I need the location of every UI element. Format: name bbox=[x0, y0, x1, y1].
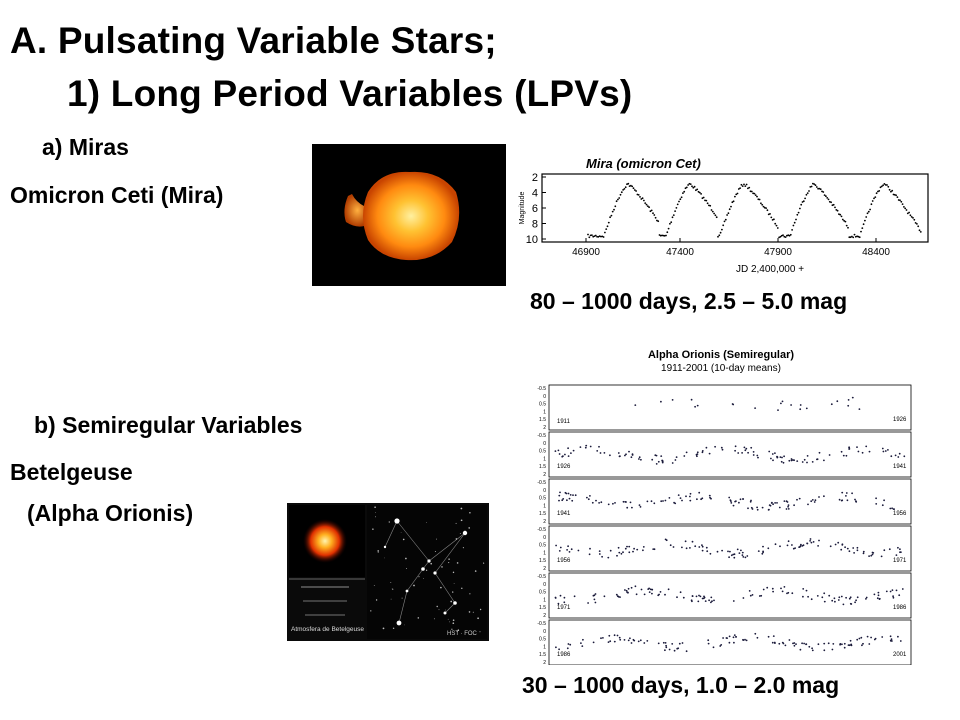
mira-plot-ylabel: Magnitude bbox=[519, 192, 526, 225]
betelgeuse-ytick: 1.5 bbox=[539, 417, 546, 423]
semiregular-caption: 30 – 1000 days, 1.0 – 2.0 mag bbox=[522, 672, 840, 698]
panel-end-year: 1986 bbox=[893, 605, 907, 611]
betelgeuse-ytick: 0.5 bbox=[539, 402, 546, 408]
betelgeuse-ytick: 0.5 bbox=[539, 543, 546, 549]
panel-start-year: 1926 bbox=[557, 464, 571, 470]
betelgeuse-ytick: -0.5 bbox=[537, 527, 546, 533]
betelgeuse-label: Betelgeuse bbox=[10, 459, 133, 485]
panel-end-year: 1956 bbox=[893, 511, 907, 517]
panel-end-year: 1971 bbox=[893, 558, 907, 564]
betelgeuse-image: Atmosfera de Betelgeuse HST · FOC bbox=[287, 503, 489, 641]
mira-star-label: Omicron Ceti (Mira) bbox=[10, 182, 224, 208]
panel-end-year: 1941 bbox=[893, 464, 907, 470]
betelgeuse-ytick: 2 bbox=[543, 566, 546, 572]
slide-title-line2: 1) Long Period Variables (LPVs) bbox=[67, 73, 633, 114]
betelgeuse-light-curve: Alpha Orionis (Semiregular) 1911-2001 (1… bbox=[537, 349, 912, 665]
mira-xtick: 46900 bbox=[572, 247, 600, 258]
betelgeuse-ytick: 2 bbox=[543, 472, 546, 478]
betelgeuse-ytick: 2 bbox=[543, 425, 546, 431]
mira-xtick: 47400 bbox=[666, 247, 694, 258]
betelgeuse-plot-title: Alpha Orionis (Semiregular) bbox=[648, 349, 794, 361]
panel-start-year: 1986 bbox=[557, 652, 571, 658]
mira-ytick: 2 bbox=[532, 172, 538, 184]
betelgeuse-ytick: 2 bbox=[543, 519, 546, 525]
betelgeuse-ytick: 0 bbox=[543, 582, 546, 588]
miras-heading: a) Miras bbox=[42, 134, 129, 160]
betelgeuse-panel: -0.5 0 0.51 1.5 2 1941 1956 bbox=[537, 478, 912, 525]
mira-plot-xlabel: JD 2,400,000 + bbox=[736, 264, 804, 275]
betelgeuse-ytick: 1.5 bbox=[539, 652, 546, 658]
betelgeuse-ytick: -0.5 bbox=[537, 480, 546, 486]
mira-xtick: 48400 bbox=[862, 247, 890, 258]
betelgeuse-ytick: 0 bbox=[543, 441, 546, 447]
semiregular-heading: b) Semiregular Variables bbox=[34, 412, 303, 438]
betelgeuse-ytick: 1 bbox=[543, 597, 546, 603]
mira-xtick: 47900 bbox=[764, 247, 792, 258]
betelgeuse-plot-subtitle: 1911-2001 (10-day means) bbox=[661, 363, 781, 374]
betelgeuse-panel: -0.5 0 0.51 1.5 2 1971 1986 bbox=[537, 572, 912, 619]
betelgeuse-ytick: 1 bbox=[543, 503, 546, 509]
betelgeuse-ytick: 1.5 bbox=[539, 605, 546, 611]
betelgeuse-ytick: 1.5 bbox=[539, 558, 546, 564]
panel-end-year: 1926 bbox=[893, 417, 907, 423]
betelgeuse-ytick: 0 bbox=[543, 629, 546, 635]
mira-ytick: 8 bbox=[532, 219, 538, 231]
betelgeuse-panel: -0.5 0 0.51 1.5 2 1986 2001 bbox=[537, 619, 912, 665]
panel-start-year: 1956 bbox=[557, 558, 571, 564]
mira-star-image bbox=[312, 144, 506, 286]
betelgeuse-panel: -0.5 0 0.51 1.5 2 1956 1971 bbox=[537, 525, 912, 572]
hst-label: HST · FOC bbox=[447, 631, 478, 637]
betelgeuse-ytick: 1.5 bbox=[539, 464, 546, 470]
betelgeuse-ytick: 2 bbox=[543, 613, 546, 619]
betelgeuse-panel: -0.5 0 0.51 1.5 2 1926 1941 bbox=[537, 431, 912, 478]
betelgeuse-ytick: 2 bbox=[543, 660, 546, 665]
mira-ytick: 4 bbox=[532, 188, 538, 200]
betelgeuse-ytick: 0 bbox=[543, 535, 546, 541]
betelgeuse-ytick: 1 bbox=[543, 409, 546, 415]
betelgeuse-ytick: -0.5 bbox=[537, 621, 546, 627]
betelgeuse-ytick: 0 bbox=[543, 488, 546, 494]
betelgeuse-ytick: 0.5 bbox=[539, 449, 546, 455]
betelgeuse-ytick: 0 bbox=[543, 394, 546, 400]
betelgeuse-ytick: 0.5 bbox=[539, 590, 546, 596]
betelgeuse-ytick: 1 bbox=[543, 644, 546, 650]
betelgeuse-ytick: 1 bbox=[543, 456, 546, 462]
betelgeuse-panel: -0.5 0 0.51 1.5 2 1911 1926 bbox=[537, 384, 912, 431]
panel-start-year: 1971 bbox=[557, 605, 571, 611]
betelgeuse-image-caption: Atmosfera de Betelgeuse bbox=[291, 626, 364, 633]
alpha-orionis-label: (Alpha Orionis) bbox=[27, 500, 194, 526]
betelgeuse-ytick: 0.5 bbox=[539, 496, 546, 502]
slide-title-line1: A. Pulsating Variable Stars; bbox=[10, 20, 497, 61]
mira-plot-title: Mira (omicron Cet) bbox=[586, 156, 701, 171]
panel-end-year: 2001 bbox=[893, 652, 907, 658]
panel-start-year: 1911 bbox=[557, 419, 571, 425]
betelgeuse-ytick: -0.5 bbox=[537, 433, 546, 439]
mira-caption: 80 – 1000 days, 2.5 – 5.0 mag bbox=[530, 288, 848, 314]
panel-start-year: 1941 bbox=[557, 511, 571, 517]
betelgeuse-ytick: -0.5 bbox=[537, 386, 546, 392]
mira-ytick: 10 bbox=[526, 234, 538, 246]
mira-light-curve: Mira (omicron Cet) Magnitude 2 4 6 8 10 46900 47… bbox=[519, 156, 929, 275]
betelgeuse-ytick: -0.5 bbox=[537, 574, 546, 580]
orion-constellation bbox=[370, 506, 485, 633]
mira-ytick: 6 bbox=[532, 203, 538, 215]
betelgeuse-ytick: 1 bbox=[543, 550, 546, 556]
betelgeuse-ytick: 0.5 bbox=[539, 637, 546, 643]
betelgeuse-ytick: 1.5 bbox=[539, 511, 546, 517]
